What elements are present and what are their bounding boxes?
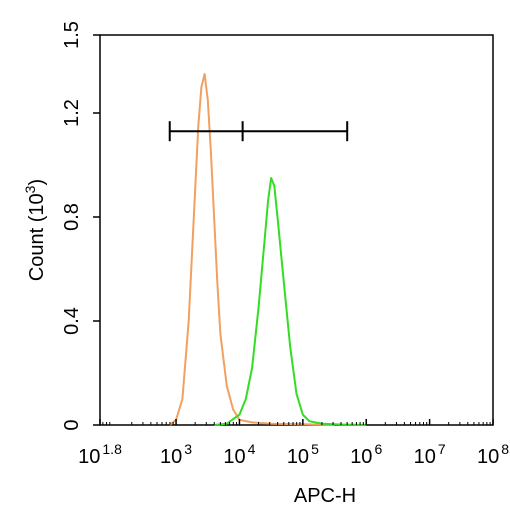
x-axis-title: APC-H (294, 485, 356, 507)
x-tick-label: 10 8 (477, 441, 509, 468)
y-tick-label: 0 (61, 419, 83, 430)
x-tick-exponent: 8 (501, 441, 509, 457)
x-tick-base: 10 (414, 446, 436, 468)
x-tick-base: 10 (350, 446, 372, 468)
x-tick-exponent: 1.8 (102, 441, 122, 457)
y-tick-label: 1.5 (61, 21, 83, 49)
plot-frame (99, 34, 494, 426)
x-tick-base: 10 (287, 446, 309, 468)
y-axis-title-suffix: ) (26, 179, 48, 186)
x-tick-exponent: 5 (311, 441, 319, 457)
x-tick-base: 10 (477, 446, 499, 468)
x-tick-base: 10 (78, 446, 100, 468)
x-tick-base: 10 (160, 446, 182, 468)
x-tick-label: 10 1.8 (78, 441, 122, 468)
x-tick-label: 10 7 (414, 441, 446, 468)
y-axis-title-prefix: Count (10 (26, 193, 48, 281)
x-tick-exponent: 6 (374, 441, 382, 457)
y-axis-title: Count (103) (22, 179, 48, 281)
y-tick-label: 1.2 (61, 99, 83, 127)
series-line-2 (213, 177, 367, 426)
y-axis-title-exponent: 3 (22, 185, 38, 193)
gate-marker (168, 121, 349, 142)
x-tick-label: 10 5 (287, 441, 319, 468)
x-tick-label: 10 3 (160, 441, 192, 468)
x-tick-exponent: 7 (438, 441, 446, 457)
x-axis: 10 1.8 10 3 10 4 10 5 10 6 10 7 10 8 (78, 419, 509, 468)
x-tick-base: 10 (223, 446, 245, 468)
y-axis: 0 0.4 0.8 1.2 1.5 (61, 21, 100, 431)
x-tick-exponent: 3 (184, 441, 192, 457)
series-line-1 (169, 73, 335, 426)
x-tick-label: 10 6 (350, 441, 382, 468)
y-tick-label: 0.4 (61, 307, 83, 335)
y-tick-label: 0.8 (61, 203, 83, 231)
x-tick-exponent: 4 (248, 441, 256, 457)
x-tick-label: 10 4 (223, 441, 255, 468)
histogram-curves (169, 73, 367, 426)
